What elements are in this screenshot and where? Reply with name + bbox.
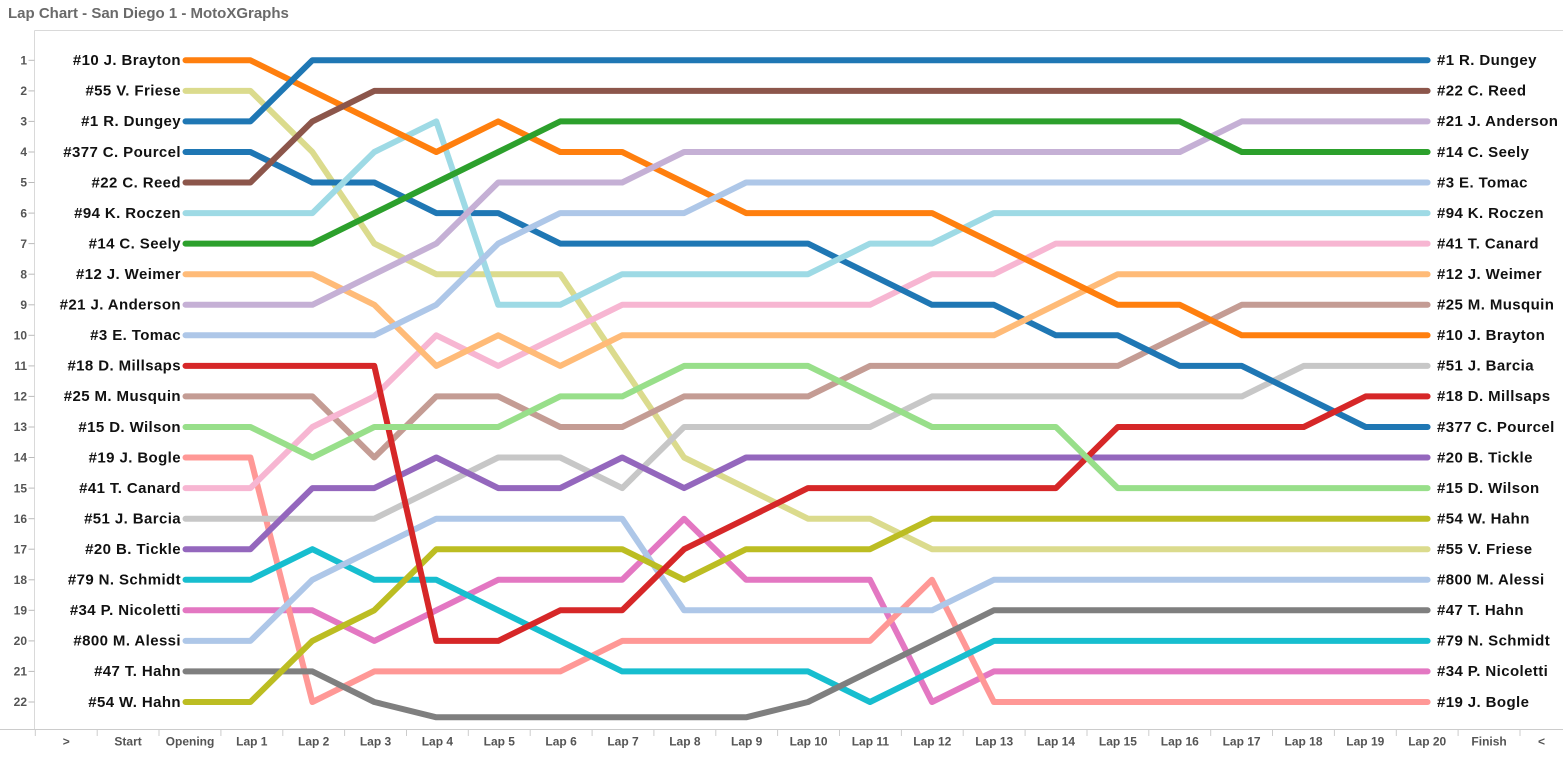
svg-text:1: 1 (20, 54, 27, 68)
svg-text:#54 W. Hahn: #54 W. Hahn (88, 694, 181, 711)
svg-text:Lap 16: Lap 16 (1161, 735, 1199, 749)
svg-text:Lap 5: Lap 5 (484, 735, 516, 749)
svg-text:6: 6 (20, 206, 27, 220)
svg-text:14: 14 (14, 451, 28, 465)
svg-text:16: 16 (14, 512, 28, 526)
svg-text:#800 M. Alessi: #800 M. Alessi (73, 633, 181, 650)
svg-text:#41 T. Canard: #41 T. Canard (79, 480, 181, 497)
svg-text:18: 18 (14, 573, 28, 587)
svg-text:Lap 8: Lap 8 (669, 735, 701, 749)
svg-text:Lap 10: Lap 10 (790, 735, 828, 749)
svg-text:#25 M. Musquin: #25 M. Musquin (1437, 297, 1554, 314)
svg-text:Lap 6: Lap 6 (545, 735, 577, 749)
svg-text:4: 4 (20, 145, 27, 159)
svg-text:Lap 13: Lap 13 (975, 735, 1013, 749)
svg-text:Lap 14: Lap 14 (1037, 735, 1075, 749)
svg-text:Lap 12: Lap 12 (913, 735, 951, 749)
svg-text:7: 7 (20, 237, 27, 251)
svg-text:#15 D. Wilson: #15 D. Wilson (1437, 480, 1540, 497)
svg-text:#47 T. Hahn: #47 T. Hahn (1437, 602, 1524, 619)
svg-text:#20 B. Tickle: #20 B. Tickle (1437, 449, 1533, 466)
svg-text:22: 22 (14, 695, 28, 709)
svg-text:17: 17 (14, 542, 28, 556)
svg-text:#51 J. Barcia: #51 J. Barcia (84, 511, 181, 528)
svg-text:>: > (63, 735, 70, 749)
svg-text:#55 V. Friese: #55 V. Friese (85, 83, 181, 100)
svg-text:Lap 11: Lap 11 (852, 735, 890, 749)
svg-text:#800 M. Alessi: #800 M. Alessi (1437, 572, 1545, 589)
svg-text:#20 B. Tickle: #20 B. Tickle (85, 541, 181, 558)
svg-text:12: 12 (14, 390, 28, 404)
svg-text:#54 W. Hahn: #54 W. Hahn (1437, 511, 1530, 528)
svg-text:3: 3 (20, 115, 27, 129)
svg-text:Opening: Opening (166, 735, 215, 749)
svg-text:#1 R. Dungey: #1 R. Dungey (1437, 52, 1537, 69)
svg-text:#377 C. Pourcel: #377 C. Pourcel (1437, 419, 1555, 436)
svg-text:#12 J. Weimer: #12 J. Weimer (1437, 266, 1542, 283)
svg-text:#55 V. Friese: #55 V. Friese (1437, 541, 1533, 558)
svg-text:15: 15 (14, 481, 28, 495)
svg-text:#34 P. Nicoletti: #34 P. Nicoletti (1437, 663, 1548, 680)
svg-text:#18 D. Millsaps: #18 D. Millsaps (67, 358, 181, 375)
svg-text:Lap Chart - San Diego 1 - Moto: Lap Chart - San Diego 1 - MotoXGraphs (8, 5, 289, 22)
svg-text:<: < (1538, 735, 1545, 749)
svg-text:Lap 9: Lap 9 (731, 735, 763, 749)
svg-text:Finish: Finish (1471, 735, 1506, 749)
svg-text:#15 D. Wilson: #15 D. Wilson (78, 419, 181, 436)
svg-text:#18 D. Millsaps: #18 D. Millsaps (1437, 388, 1551, 405)
svg-text:#25 M. Musquin: #25 M. Musquin (64, 388, 181, 405)
svg-text:#79 N. Schmidt: #79 N. Schmidt (68, 572, 181, 589)
svg-text:8: 8 (20, 267, 27, 281)
svg-text:#377 C. Pourcel: #377 C. Pourcel (63, 144, 181, 161)
svg-text:Lap 18: Lap 18 (1284, 735, 1322, 749)
svg-text:#41 T. Canard: #41 T. Canard (1437, 235, 1539, 252)
svg-text:Lap 3: Lap 3 (360, 735, 392, 749)
svg-text:#22 C. Reed: #22 C. Reed (92, 174, 181, 191)
svg-text:#21 J. Anderson: #21 J. Anderson (1437, 113, 1558, 130)
svg-text:20: 20 (14, 634, 28, 648)
svg-text:#3 E. Tomac: #3 E. Tomac (90, 327, 181, 344)
svg-text:#14 C. Seely: #14 C. Seely (89, 235, 182, 252)
svg-text:Lap 17: Lap 17 (1223, 735, 1261, 749)
svg-text:10: 10 (14, 329, 28, 343)
svg-text:#12 J. Weimer: #12 J. Weimer (76, 266, 181, 283)
svg-text:Lap 19: Lap 19 (1346, 735, 1384, 749)
svg-text:#14 C. Seely: #14 C. Seely (1437, 144, 1530, 161)
svg-text:#19 J. Bogle: #19 J. Bogle (89, 449, 181, 466)
svg-text:#3 E. Tomac: #3 E. Tomac (1437, 174, 1528, 191)
svg-text:#47 T. Hahn: #47 T. Hahn (94, 663, 181, 680)
svg-text:#94 K. Roczen: #94 K. Roczen (74, 205, 181, 222)
svg-text:19: 19 (14, 604, 28, 618)
svg-text:13: 13 (14, 420, 28, 434)
svg-text:5: 5 (20, 176, 27, 190)
svg-text:#10 J. Brayton: #10 J. Brayton (73, 52, 181, 69)
svg-text:Lap 2: Lap 2 (298, 735, 330, 749)
svg-text:Lap 20: Lap 20 (1408, 735, 1446, 749)
svg-text:#21 J. Anderson: #21 J. Anderson (60, 297, 181, 314)
svg-text:#1 R. Dungey: #1 R. Dungey (81, 113, 181, 130)
svg-text:Lap 15: Lap 15 (1099, 735, 1137, 749)
svg-text:#22 C. Reed: #22 C. Reed (1437, 83, 1526, 100)
svg-text:#10 J. Brayton: #10 J. Brayton (1437, 327, 1545, 344)
svg-text:11: 11 (14, 359, 27, 373)
svg-text:9: 9 (20, 298, 27, 312)
svg-text:21: 21 (14, 665, 28, 679)
svg-text:Lap 1: Lap 1 (236, 735, 268, 749)
svg-text:Lap 7: Lap 7 (607, 735, 639, 749)
svg-text:#94 K. Roczen: #94 K. Roczen (1437, 205, 1544, 222)
svg-text:2: 2 (20, 84, 27, 98)
svg-text:#34 P. Nicoletti: #34 P. Nicoletti (70, 602, 181, 619)
svg-text:#19 J. Bogle: #19 J. Bogle (1437, 694, 1529, 711)
svg-text:Lap 4: Lap 4 (422, 735, 454, 749)
svg-text:Start: Start (114, 735, 141, 749)
svg-text:#79 N. Schmidt: #79 N. Schmidt (1437, 633, 1550, 650)
svg-text:#51 J. Barcia: #51 J. Barcia (1437, 358, 1534, 375)
